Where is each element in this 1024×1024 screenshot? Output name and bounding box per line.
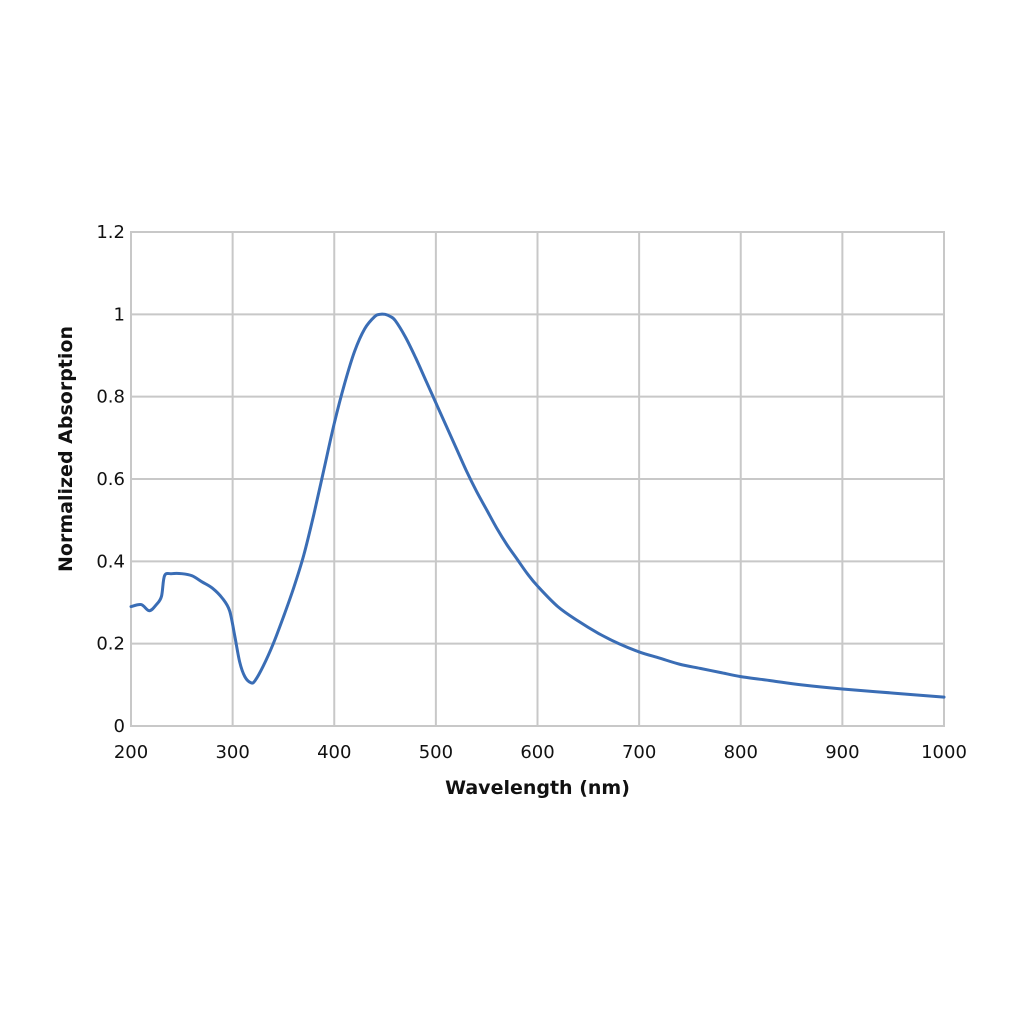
y-tick-label-5: 1 (114, 304, 125, 325)
x-tick-label-1: 300 (215, 742, 249, 763)
y-tick-label-6: 1.2 (96, 222, 125, 243)
series-group (129, 312, 946, 699)
x-tick-label-3: 500 (419, 742, 453, 763)
x-axis-tick-labels: 200 300 400 500 600 700 800 900 1000 (114, 742, 967, 763)
x-tick-label-4: 600 (520, 742, 554, 763)
x-tick-label-7: 900 (825, 742, 859, 763)
y-axis-title: Normalized Absorption (55, 326, 77, 572)
x-tick-label-5: 700 (622, 742, 656, 763)
y-tick-label-2: 0.4 (96, 551, 125, 572)
x-tick-label-2: 400 (317, 742, 351, 763)
y-tick-label-0: 0 (114, 716, 125, 737)
y-tick-label-4: 0.8 (96, 387, 125, 408)
x-tick-label-8: 1000 (921, 742, 967, 763)
y-tick-label-3: 0.6 (96, 469, 125, 490)
x-tick-label-6: 800 (724, 742, 758, 763)
grid (130, 231, 945, 727)
y-tick-label-1: 0.2 (96, 634, 125, 655)
plot-area (130, 231, 945, 727)
x-tick-label-0: 200 (114, 742, 148, 763)
x-axis-title: Wavelength (nm) (445, 777, 630, 799)
y-axis-tick-labels: 0 0.2 0.4 0.6 0.8 1 1.2 (96, 222, 125, 737)
series-line-0 (129, 312, 946, 699)
